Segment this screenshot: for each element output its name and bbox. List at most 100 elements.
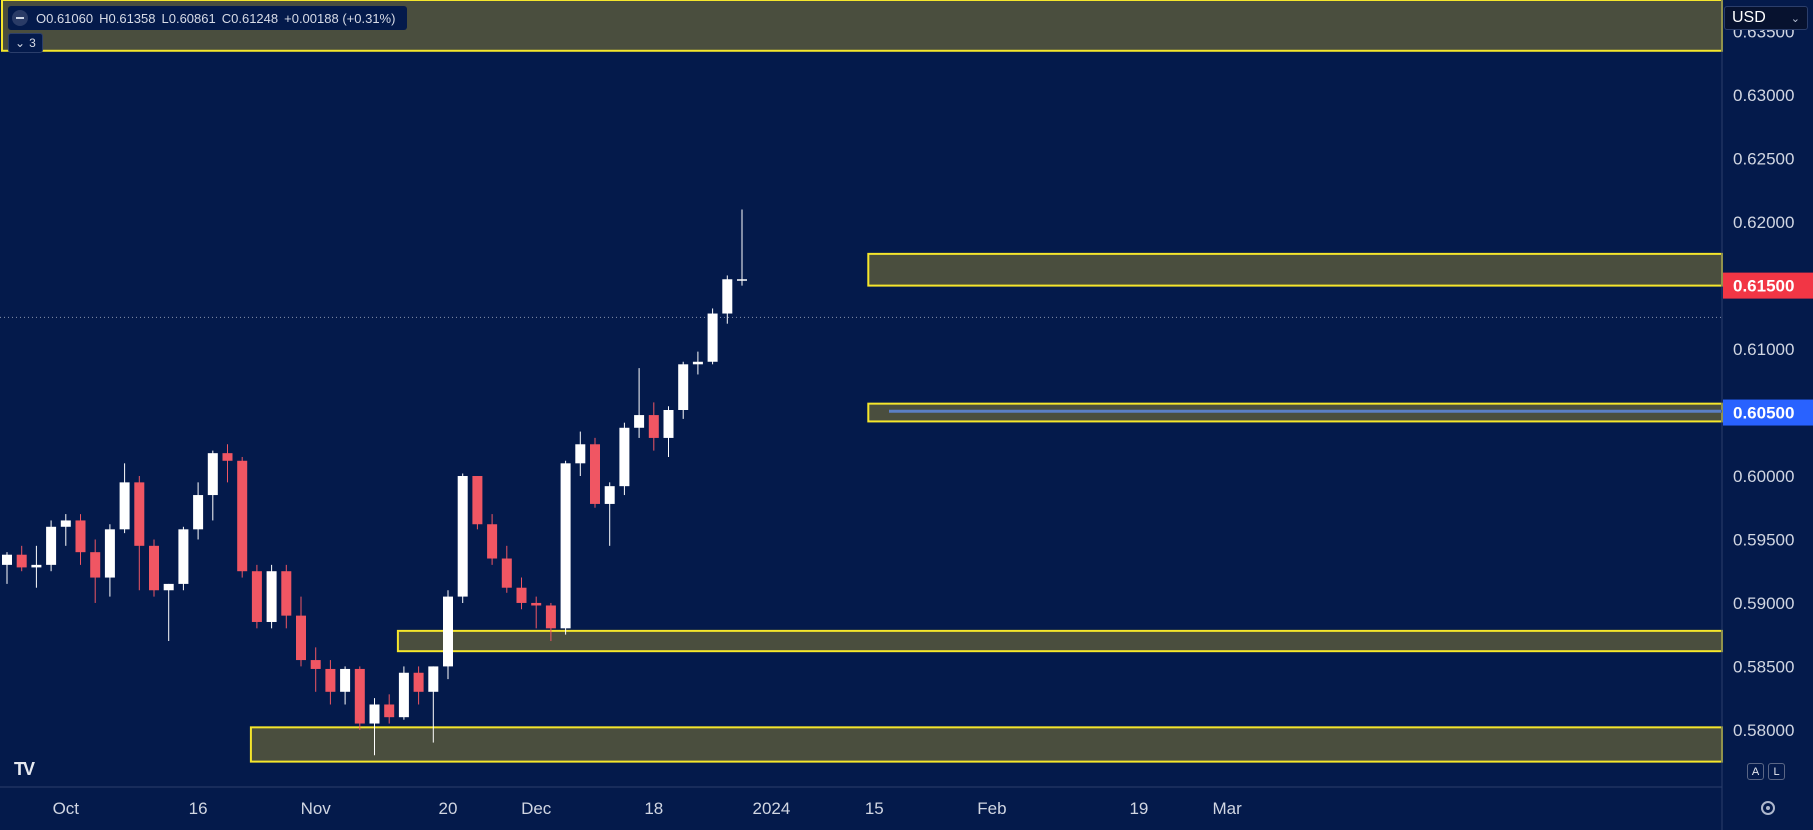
- currency-label: USD: [1732, 9, 1766, 26]
- time-tick-label: Dec: [521, 799, 552, 818]
- candle[interactable]: [575, 431, 586, 477]
- tradingview-logo-icon[interactable]: TV: [14, 759, 35, 779]
- candle[interactable]: [193, 482, 204, 540]
- candle[interactable]: [134, 476, 145, 591]
- candle[interactable]: [692, 351, 703, 375]
- candle[interactable]: [560, 460, 571, 635]
- candle[interactable]: [384, 694, 395, 724]
- candle[interactable]: [310, 647, 321, 692]
- candle[interactable]: [678, 361, 689, 419]
- candle-body: [90, 552, 101, 578]
- candle[interactable]: [590, 437, 600, 508]
- zone-1[interactable]: [867, 252, 1723, 287]
- candle-body: [545, 605, 556, 629]
- time-tick-label: 20: [439, 799, 458, 818]
- candle[interactable]: [398, 666, 409, 720]
- candle[interactable]: [163, 583, 174, 642]
- support-price-label[interactable]: [1723, 399, 1813, 426]
- indicators-toggle[interactable]: ⌄ 3: [8, 33, 43, 53]
- candle[interactable]: [281, 564, 292, 629]
- candle[interactable]: [237, 456, 248, 578]
- time-axis[interactable]: Oct 16 Nov 20 Dec 18 2024 15 Feb 19 Mar: [53, 799, 1243, 818]
- candle-body: [281, 571, 292, 616]
- time-tick-label: Oct: [53, 799, 80, 818]
- candle[interactable]: [90, 539, 101, 603]
- settings-icon[interactable]: [1761, 801, 1775, 815]
- zone-4[interactable]: [249, 726, 1723, 763]
- candle[interactable]: [737, 209, 747, 286]
- candle[interactable]: [619, 422, 630, 496]
- candle-body: [222, 453, 233, 461]
- candle[interactable]: [545, 602, 556, 642]
- resistance-price-text: 0.61500: [1733, 277, 1794, 296]
- candle-body: [443, 596, 453, 667]
- auto-scale-button[interactable]: A: [1747, 763, 1764, 780]
- candle[interactable]: [325, 660, 336, 705]
- price-tick-label: 0.62500: [1733, 150, 1794, 169]
- price-tick-label: 0.63000: [1733, 86, 1794, 105]
- candle[interactable]: [354, 666, 365, 730]
- candle[interactable]: [31, 545, 42, 588]
- candle-body: [722, 279, 733, 314]
- currency-selector[interactable]: USD ⌄: [1724, 6, 1808, 30]
- candle-body: [207, 453, 218, 496]
- time-tick-label: 19: [1129, 799, 1148, 818]
- candle[interactable]: [413, 666, 424, 705]
- candle[interactable]: [251, 564, 262, 629]
- ohlc-low: L0.60861: [161, 10, 216, 26]
- candle[interactable]: [75, 514, 86, 565]
- candle-body: [60, 520, 71, 527]
- candle-body: [531, 602, 542, 606]
- candle-body: [384, 704, 395, 718]
- candle-body: [590, 444, 600, 504]
- candle-body: [178, 529, 189, 584]
- candles-layer: [2, 209, 747, 756]
- candle[interactable]: [46, 520, 57, 572]
- candle[interactable]: [707, 308, 718, 365]
- candle-body: [575, 444, 586, 464]
- price-tick-label: 0.59500: [1733, 530, 1794, 549]
- ohlc-open: O0.61060: [36, 10, 94, 26]
- symbol-icon[interactable]: [12, 10, 28, 26]
- candle[interactable]: [457, 473, 468, 603]
- candle[interactable]: [501, 545, 512, 593]
- time-tick-label: 16: [189, 799, 208, 818]
- candle[interactable]: [487, 514, 498, 565]
- candle[interactable]: [604, 482, 615, 546]
- candle[interactable]: [119, 463, 130, 534]
- candle[interactable]: [443, 590, 453, 680]
- candle[interactable]: [722, 275, 733, 324]
- candle[interactable]: [222, 444, 233, 483]
- candle[interactable]: [531, 596, 542, 629]
- candle[interactable]: [207, 450, 218, 521]
- candle-body: [428, 666, 439, 692]
- candle[interactable]: [296, 596, 306, 667]
- candle[interactable]: [472, 476, 483, 530]
- price-axis[interactable]: 0.635000.630000.625000.620000.615000.610…: [1723, 23, 1813, 740]
- candle[interactable]: [369, 698, 380, 756]
- candle[interactable]: [104, 524, 115, 597]
- candle-body: [487, 524, 498, 559]
- log-scale-button[interactable]: L: [1768, 763, 1785, 780]
- candle[interactable]: [340, 666, 351, 705]
- candle[interactable]: [178, 526, 189, 591]
- candle-body: [251, 571, 262, 622]
- candle[interactable]: [149, 539, 159, 597]
- candle[interactable]: [648, 402, 659, 451]
- candle[interactable]: [2, 552, 12, 584]
- candle-body: [75, 520, 86, 553]
- ohlc-high: H0.61358: [99, 10, 156, 26]
- chevron-down-icon: ⌄: [1790, 12, 1800, 25]
- candle[interactable]: [634, 368, 645, 438]
- candle[interactable]: [266, 564, 277, 629]
- candle[interactable]: [516, 577, 527, 610]
- candle-body: [104, 529, 115, 578]
- candle[interactable]: [16, 545, 27, 572]
- resistance-price-label[interactable]: [1723, 272, 1813, 299]
- zone-3[interactable]: [396, 629, 1723, 653]
- candle[interactable]: [428, 666, 439, 743]
- candle[interactable]: [60, 514, 71, 546]
- candle[interactable]: [663, 406, 674, 457]
- price-tick-label: 0.58000: [1733, 721, 1794, 740]
